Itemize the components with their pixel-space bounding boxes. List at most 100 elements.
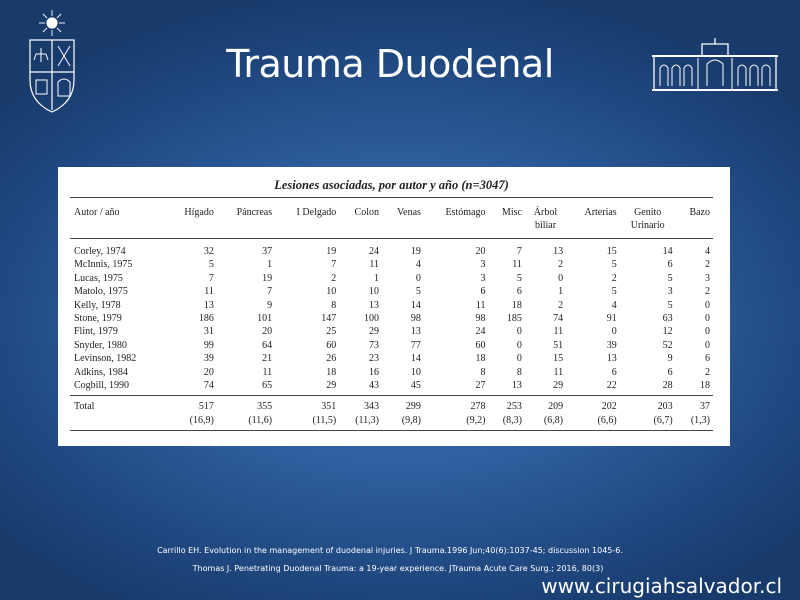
value-cell: 0	[558, 272, 564, 284]
value-cell: 7	[208, 272, 214, 284]
value-cell: 0	[516, 339, 522, 351]
associated-injuries-table: Lesiones asociadas, por autor y año (n=3…	[70, 177, 713, 432]
value-cell: 27	[475, 380, 486, 392]
header-cell: Hígado	[167, 197, 217, 239]
reference-1: Carrillo EH. Evolution in the management…	[157, 546, 623, 555]
total-cell: 343	[339, 395, 382, 414]
value-cell: 2	[331, 272, 337, 284]
percentage-cell: (9,8)	[381, 413, 424, 432]
value-cell: 16	[368, 366, 379, 378]
value-cell: 8	[480, 366, 486, 378]
value-cell: 11	[553, 326, 564, 338]
percentage-cell: (6,6)	[566, 413, 620, 432]
value-cell: 18	[475, 353, 486, 365]
value-cell: 6	[611, 366, 617, 378]
percentage-cell: (11,6)	[216, 413, 276, 432]
value-cell: 3	[667, 286, 673, 298]
value-cell: 73	[368, 339, 379, 351]
value-cell: 13	[511, 380, 522, 392]
table-row: Matolo, 1975 11 7 10 10 5 6 6 1 5 3 2	[70, 285, 713, 298]
table-caption: Lesiones asociadas, por autor y año (n=3…	[70, 177, 713, 198]
value-cell: 8	[516, 366, 522, 378]
value-cell: 13	[368, 299, 379, 311]
value-cell: 12	[662, 326, 673, 338]
value-cell: 8	[331, 299, 337, 311]
value-cell: 5	[667, 272, 673, 284]
percentage-cell: (9,2)	[423, 413, 489, 432]
total-cell: 37	[675, 395, 713, 414]
header-cell: Colon	[339, 197, 382, 239]
value-cell: 7	[516, 246, 522, 257]
value-cell: 5	[516, 272, 522, 284]
header-cell: Páncreas	[216, 197, 276, 239]
author-cell: Cogbill, 1990	[74, 380, 130, 392]
value-cell: 14	[410, 299, 421, 311]
website-url[interactable]: www.cirugiahsalvador.cl	[541, 574, 782, 598]
value-cell: 2	[705, 259, 710, 271]
value-cell: 77	[410, 339, 421, 351]
value-cell: 13	[203, 299, 214, 311]
total-cell: 351	[275, 395, 340, 414]
value-cell: 3	[705, 272, 710, 284]
value-cell: 0	[611, 326, 617, 338]
percentage-cell: (16,9)	[167, 413, 217, 432]
value-cell: 6	[516, 286, 522, 298]
table-row: Corley, 1974 32 37 19 24 19 20 7 13 15 14 4	[70, 239, 713, 259]
value-cell: 19	[326, 246, 337, 257]
value-cell: 20	[203, 366, 214, 378]
value-cell: 6	[705, 353, 710, 365]
value-cell: 22	[606, 380, 617, 392]
table-row: Adkins, 1984 20 11 18 16 10 8 8 11 6 6 2	[70, 366, 713, 379]
value-cell: 0	[415, 272, 421, 284]
value-cell: 2	[705, 286, 710, 298]
value-cell: 20	[262, 326, 273, 338]
value-cell: 0	[516, 326, 522, 338]
total-cell: 203	[619, 395, 676, 414]
header-cell: Arterias	[566, 197, 620, 239]
total-cell: 517	[167, 395, 217, 414]
value-cell: 7	[267, 286, 273, 298]
table-row: Lucas, 1975 7 19 2 1 0 3 5 0 2 5 3	[70, 272, 713, 285]
total-cell: 278	[423, 395, 489, 414]
table-row: Flint, 1979 31 20 25 29 13 24 0 11 0 12 0	[70, 325, 713, 338]
total-cell: 299	[381, 395, 424, 414]
value-cell: 5	[208, 259, 214, 271]
author-cell: Corley, 1974	[74, 246, 126, 257]
value-cell: 29	[368, 326, 379, 338]
table-body: Corley, 1974 32 37 19 24 19 20 7 13 15 14 4 McInnis,…	[70, 239, 713, 432]
value-cell: 6	[667, 366, 673, 378]
author-cell: Levinson, 1982	[74, 353, 137, 365]
header-cell: Estómago	[423, 197, 489, 239]
value-cell: 29	[326, 380, 337, 392]
value-cell: 20	[475, 246, 486, 257]
author-cell: Snyder, 1980	[74, 339, 127, 351]
percentage-cell: (8,3)	[488, 413, 525, 432]
value-cell: 0	[516, 353, 522, 365]
value-cell: 4	[611, 299, 617, 311]
header-cell: I Delgado	[275, 197, 340, 239]
percentage-row: (16,9) (11,6) (11,5) (11,3) (9,8) (9,2) (8,3)(…	[70, 413, 713, 432]
author-cell: Stone, 1979	[74, 313, 122, 325]
value-cell: 18	[511, 299, 522, 311]
table-row: Levinson, 1982 39 21 26 23 14 18 0 15 13 9 6	[70, 352, 713, 365]
value-cell: 5	[667, 299, 673, 311]
value-cell: 1	[267, 259, 273, 271]
header-cell: Genito Urinario	[619, 197, 676, 239]
value-cell: 99	[203, 339, 214, 351]
value-cell: 9	[667, 353, 673, 365]
table-panel: Lesiones asociadas, por autor y año (n=3…	[58, 167, 730, 446]
value-cell: 13	[410, 326, 421, 338]
value-cell: 39	[203, 353, 214, 365]
value-cell: 0	[705, 326, 710, 338]
author-cell: Flint, 1979	[74, 326, 118, 338]
value-cell: 147	[321, 313, 337, 325]
table-row: McInnis, 1975 5 1 7 11 4 3 11 2 5 6 2	[70, 258, 713, 271]
value-cell: 2	[611, 272, 617, 284]
value-cell: 24	[368, 246, 379, 257]
value-cell: 185	[506, 313, 522, 325]
percentage-cell: (1,3)	[675, 413, 713, 432]
value-cell: 65	[262, 380, 273, 392]
value-cell: 15	[606, 246, 617, 257]
value-cell: 101	[257, 313, 273, 325]
total-row: Total 517 355 351 343 299 278 253 209 202 203 37	[70, 395, 713, 414]
